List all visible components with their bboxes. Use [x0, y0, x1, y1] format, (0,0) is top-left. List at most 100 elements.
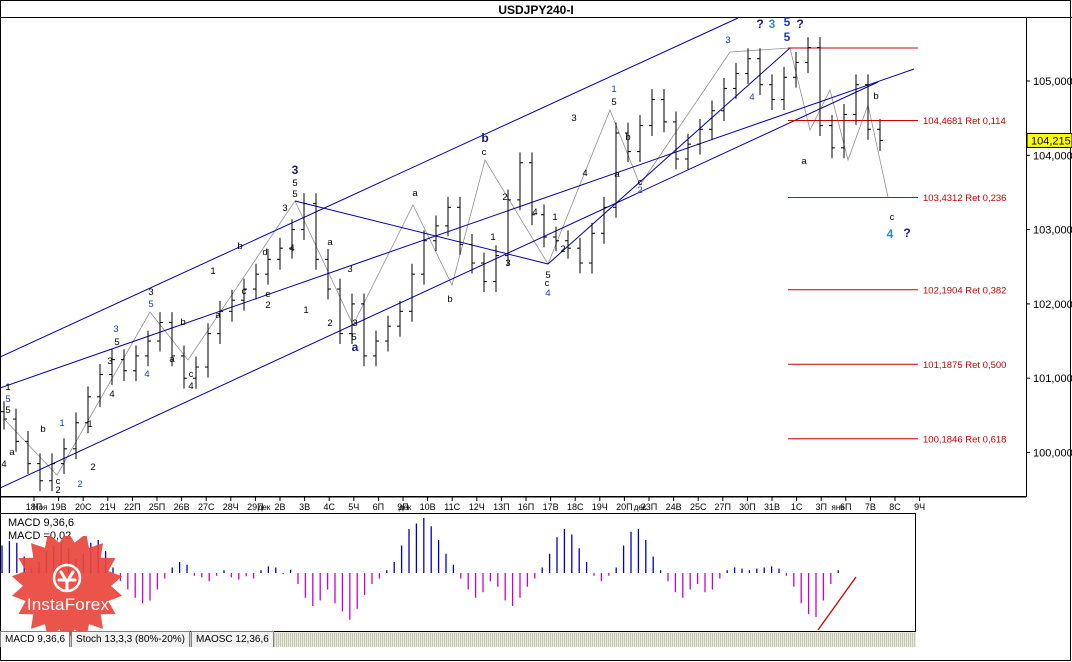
trend-channel-group [0, 17, 915, 489]
wave-label: 3 [107, 356, 112, 367]
wave-label: a [327, 237, 333, 248]
wave-label: ? [756, 17, 763, 31]
time-axis-label: 20П [616, 502, 632, 512]
time-axis-label: 12Ч [469, 502, 485, 512]
price-bar [769, 74, 775, 110]
price-bar [37, 453, 43, 492]
price-bar [589, 222, 595, 274]
price-axis-label: 105,000 [1033, 76, 1072, 88]
time-axis-label: 23П [641, 502, 657, 512]
time-axis-label: 3П [815, 502, 826, 512]
price-bar [577, 237, 583, 274]
price-bar [637, 115, 643, 162]
price-bar [145, 330, 151, 367]
wave-label: 5 [148, 299, 153, 310]
wave-label: 5 [611, 97, 616, 108]
time-axis-label: 26В [174, 502, 190, 512]
price-bar [493, 245, 499, 293]
price-bar [385, 315, 391, 352]
price-bar [721, 78, 727, 122]
wave-label: 5 [784, 15, 791, 29]
price-bar [361, 293, 367, 367]
tab-maosc[interactable]: MAOSC 12,36,6 [190, 631, 274, 647]
price-bar [781, 66, 787, 110]
wave-label: 5 [292, 178, 297, 189]
price-bar [685, 133, 691, 170]
instaforex-logo: InstaForex [3, 530, 133, 654]
time-axis-label: 28Ч [223, 502, 239, 512]
wave-label: 2 [637, 185, 642, 196]
tab-macd[interactable]: MACD 9,36,6 [0, 631, 71, 647]
time-axis-label: 5Ч [348, 502, 359, 512]
time-axis-label: 19Ч [592, 502, 608, 512]
wave-label: a [9, 447, 15, 458]
price-bar [217, 300, 223, 345]
wave-label: 2 [265, 300, 270, 311]
time-axis-label: 24В [666, 502, 682, 512]
wave-label: 1 [210, 266, 215, 277]
wave-label: c [638, 177, 643, 188]
wave-label: b [40, 424, 45, 435]
wave-label: b [180, 317, 185, 328]
wave-label: 4 [545, 288, 550, 299]
wave-label: 5 [5, 394, 10, 405]
time-axis-label: 1С [791, 502, 803, 512]
wave-label: 1 [5, 382, 10, 393]
price-bar [337, 278, 343, 345]
wave-label: b [481, 131, 488, 145]
price-bar [529, 152, 535, 226]
wave-label: c [482, 147, 487, 158]
price-bar [109, 349, 115, 385]
price-axis-label: 103,000 [1033, 225, 1072, 237]
wave-label: 5 [5, 405, 10, 416]
logo-mark [57, 570, 77, 592]
wave-label: 3 [571, 113, 576, 124]
price-bar [25, 430, 31, 475]
time-axis-label: 2В [274, 502, 285, 512]
price-bar [613, 122, 619, 218]
time-axis-label: 31В [764, 502, 780, 512]
price-bar [97, 364, 103, 408]
wave-label: ? [903, 226, 910, 240]
wave-label: d [262, 247, 267, 258]
price-bar [253, 263, 259, 300]
time-axis-label: 27С [198, 502, 215, 512]
price-bar [349, 293, 355, 345]
price-bar [457, 196, 463, 255]
wave-connector-line [547, 47, 791, 265]
indicator-tab-strip[interactable]: MACD 9,36,6 Stoch 13,3,3 (80%-20%) MAOSC… [0, 631, 916, 647]
price-bar [505, 189, 511, 267]
time-axis-label: 25С [690, 502, 707, 512]
price-bar [865, 74, 871, 140]
logo-wordmark: InstaForex [26, 595, 110, 614]
price-bar [325, 248, 331, 300]
wave-label: c [242, 286, 247, 297]
time-axis-month-label: дек [399, 503, 412, 512]
price-bar [157, 312, 163, 352]
price-axis-label: 101,000 [1033, 373, 1072, 385]
price-pane[interactable]: 104,4681 Ret 0,114 103,4312 Ret 0,236 102,… [0, 15, 1072, 497]
price-bar [541, 204, 547, 248]
wave-label: a [169, 354, 175, 365]
wave-label: 4 [289, 243, 294, 254]
wave-label: c [890, 212, 895, 223]
fib-level-label: 101,1875 Ret 0,500 [923, 360, 1006, 371]
time-axis-label: 6П [840, 502, 851, 512]
price-bar [553, 226, 559, 252]
wave-label: 2 [502, 192, 507, 203]
price-bar [409, 263, 415, 322]
wave-label: c [545, 278, 550, 289]
price-bar [601, 196, 607, 244]
price-bar [469, 234, 475, 274]
price-bar [277, 237, 283, 270]
current-price-box [1026, 132, 1072, 148]
wave-label: b [873, 91, 878, 102]
price-bar [289, 219, 295, 259]
time-axis-label: 3В [299, 502, 310, 512]
time-axis-label: 9П [397, 502, 408, 512]
tab-stoch[interactable]: Stoch 13,3,3 (80%-20%) [71, 631, 190, 647]
price-axis-label: 102,000 [1033, 299, 1072, 311]
price-bar [1, 401, 7, 430]
